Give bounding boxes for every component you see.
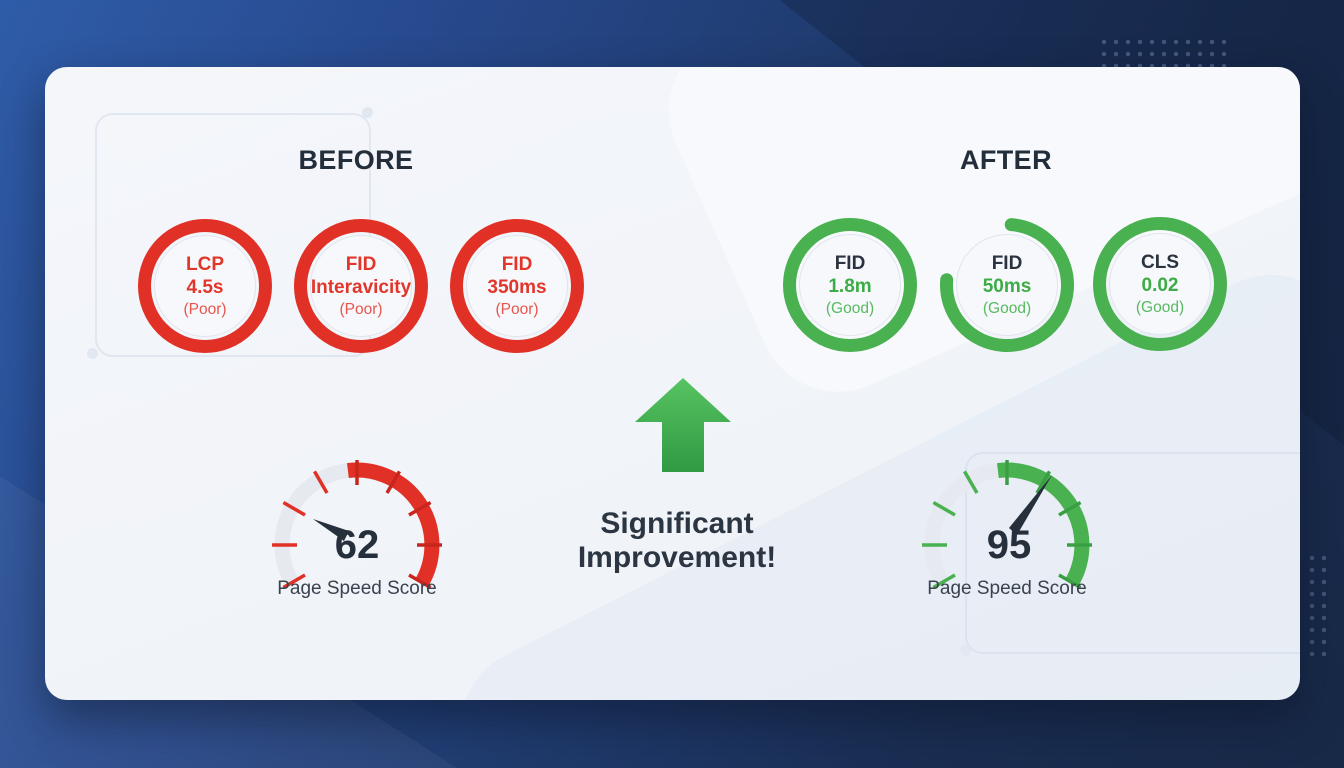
dot-grid-right (1306, 552, 1334, 660)
metric-status: (Good) (825, 299, 875, 317)
page-speed-gauge-after: 95 Page Speed Score (887, 427, 1127, 602)
metric-content: FID 350ms (Poor) (466, 235, 568, 337)
gauge-label: Page Speed Score (927, 578, 1087, 599)
comparison-card: BEFORE AFTER LCP 4.5s (Poor) FID Interav… (45, 67, 1300, 700)
decorative-outline-bottom-right (965, 452, 1300, 654)
gauge-label: Page Speed Score (277, 578, 437, 599)
gauge-ticks-on-fill (355, 460, 442, 590)
decorative-dot (960, 645, 971, 656)
metric-status: (Poor) (495, 300, 539, 318)
red-ring (294, 219, 428, 353)
gauge-needle (313, 519, 349, 541)
message-line-2: Improvement! (577, 541, 777, 574)
before-heading: BEFORE (298, 145, 414, 175)
metric-status: (Poor) (183, 300, 227, 318)
metric-label: FID (834, 252, 866, 274)
metric-status: (Poor) (339, 300, 383, 318)
metric-value: 1.8m (828, 275, 872, 297)
gauge-score: 62 (335, 523, 380, 567)
metric-ring-before-lcp: LCP 4.5s (Poor) (138, 219, 272, 353)
metric-value: 0.02 (1141, 274, 1179, 296)
gauge-score: 95 (987, 523, 1032, 567)
decorative-dot (362, 107, 373, 118)
metric-label: CLS (1141, 251, 1179, 273)
metric-content: CLS 0.02 (Good) (1109, 233, 1211, 335)
page-speed-gauge-before: 62 Page Speed Score (237, 427, 477, 602)
metric-ring-after-fid-2: FID 50ms (Good) (940, 218, 1074, 352)
gauge-fill-red (347, 462, 440, 587)
gauge-ticks-on-fill (1005, 460, 1092, 590)
metric-content: LCP 4.5s (Poor) (154, 235, 256, 337)
green-open-ring (940, 218, 1074, 352)
metric-content: FID 50ms (Good) (956, 234, 1058, 336)
metric-value: 50ms (982, 275, 1032, 297)
metric-ring-after-cls: CLS 0.02 (Good) (1093, 217, 1227, 351)
metric-label: FID (345, 253, 377, 275)
improvement-up-arrow-icon (635, 378, 731, 472)
metric-label: FID (501, 253, 533, 275)
gauge-ticks (272, 470, 329, 590)
metric-value: Interavicity (310, 276, 412, 298)
metric-status: (Good) (982, 299, 1032, 317)
metric-value: 350ms (487, 276, 547, 298)
gauge-fill-green (997, 462, 1090, 587)
metric-ring-before-fid-interactivity: FID Interavicity (Poor) (294, 219, 428, 353)
dot-grid-top-right (1098, 36, 1230, 72)
red-ring (138, 219, 272, 353)
gauge-needle (1009, 475, 1052, 535)
decorative-dot (87, 348, 98, 359)
message-line-1: Significant (600, 507, 754, 540)
metric-label: LCP (186, 253, 224, 275)
metric-label: FID (991, 252, 1023, 274)
metric-content: FID 1.8m (Good) (799, 234, 901, 336)
red-ring (450, 219, 584, 353)
metric-status: (Good) (1135, 298, 1185, 316)
after-heading: AFTER (960, 145, 1052, 175)
green-ring (1093, 217, 1227, 351)
metric-ring-before-fid: FID 350ms (Poor) (450, 219, 584, 353)
metric-content: FID Interavicity (Poor) (310, 235, 412, 337)
metric-value: 4.5s (186, 276, 224, 298)
gauge-ticks (922, 470, 979, 590)
improvement-message: Significant Improvement! (527, 507, 827, 575)
metric-ring-after-fid-1: FID 1.8m (Good) (783, 218, 917, 352)
green-ring (783, 218, 917, 352)
